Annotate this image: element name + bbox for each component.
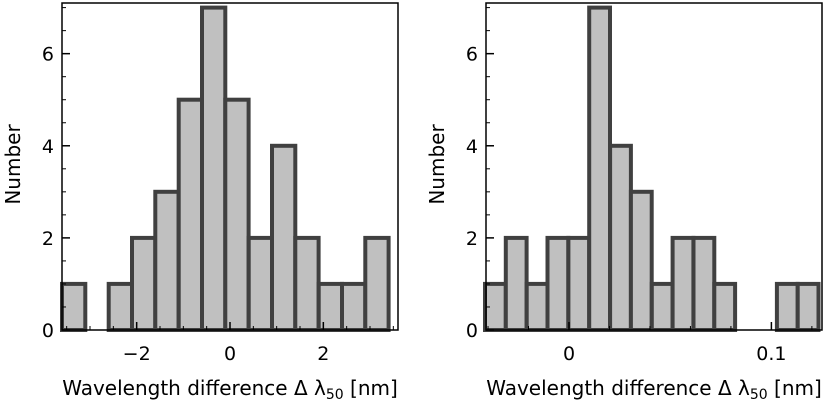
y-tick-label: 0 bbox=[42, 320, 54, 342]
x-tick-label: 0 bbox=[563, 343, 575, 365]
histogram-bar bbox=[649, 281, 675, 332]
y-axis-label: Number bbox=[1, 124, 25, 205]
histogram-bar bbox=[628, 189, 654, 332]
histogram-bar bbox=[200, 5, 228, 332]
plot-frame bbox=[485, 2, 823, 331]
histogram-bar bbox=[223, 97, 251, 332]
y-tick-label: 0 bbox=[466, 320, 478, 342]
histogram-bar bbox=[293, 235, 321, 332]
histogram-bar bbox=[774, 281, 800, 332]
histogram-bar bbox=[795, 281, 821, 332]
histogram-bar bbox=[340, 281, 368, 332]
histogram-bar bbox=[130, 235, 158, 332]
y-tick-label: 6 bbox=[466, 44, 478, 66]
right-histogram-panel: 0 2 4 6 0 0.1 Wavelength difference Δ λ50 [nm]… bbox=[425, 2, 823, 403]
histogram-bar bbox=[691, 235, 717, 332]
histogram-bar bbox=[246, 235, 274, 332]
y-tick-label: 4 bbox=[42, 136, 54, 158]
histogram-bar bbox=[503, 235, 529, 332]
x-tick-label: 0 bbox=[224, 343, 236, 365]
x-tick-label: −2 bbox=[123, 343, 151, 365]
histogram-bar bbox=[363, 235, 391, 332]
histogram-bar bbox=[524, 281, 550, 332]
histogram-bar bbox=[545, 235, 571, 332]
y-tick-label: 6 bbox=[42, 44, 54, 66]
x-axis-label: Wavelength difference Δ λ50 [nm] bbox=[62, 376, 398, 403]
y-tick-label: 4 bbox=[466, 136, 478, 158]
histogram-bar bbox=[153, 189, 181, 332]
histogram-bar bbox=[316, 281, 345, 332]
histogram-bar bbox=[566, 235, 592, 332]
x-tick-label: 2 bbox=[317, 343, 329, 365]
histogram-bar bbox=[608, 143, 633, 332]
histogram-bar bbox=[270, 143, 298, 332]
histogram-bar bbox=[670, 235, 696, 332]
histogram-bar bbox=[587, 5, 613, 332]
x-tick-label: 0.1 bbox=[756, 343, 786, 365]
y-tick-label: 2 bbox=[42, 228, 54, 250]
left-histogram-panel: 0 2 4 6 −2 0 2 Wavelength difference Δ λ50 [nm]… bbox=[1, 2, 399, 403]
histogram-bar bbox=[176, 97, 204, 332]
x-axis-label: Wavelength difference Δ λ50 [nm] bbox=[486, 376, 822, 403]
histogram-bar bbox=[712, 281, 738, 332]
histogram-bar bbox=[106, 281, 134, 332]
y-tick-label: 2 bbox=[466, 228, 478, 250]
y-axis-label: Number bbox=[425, 124, 449, 205]
